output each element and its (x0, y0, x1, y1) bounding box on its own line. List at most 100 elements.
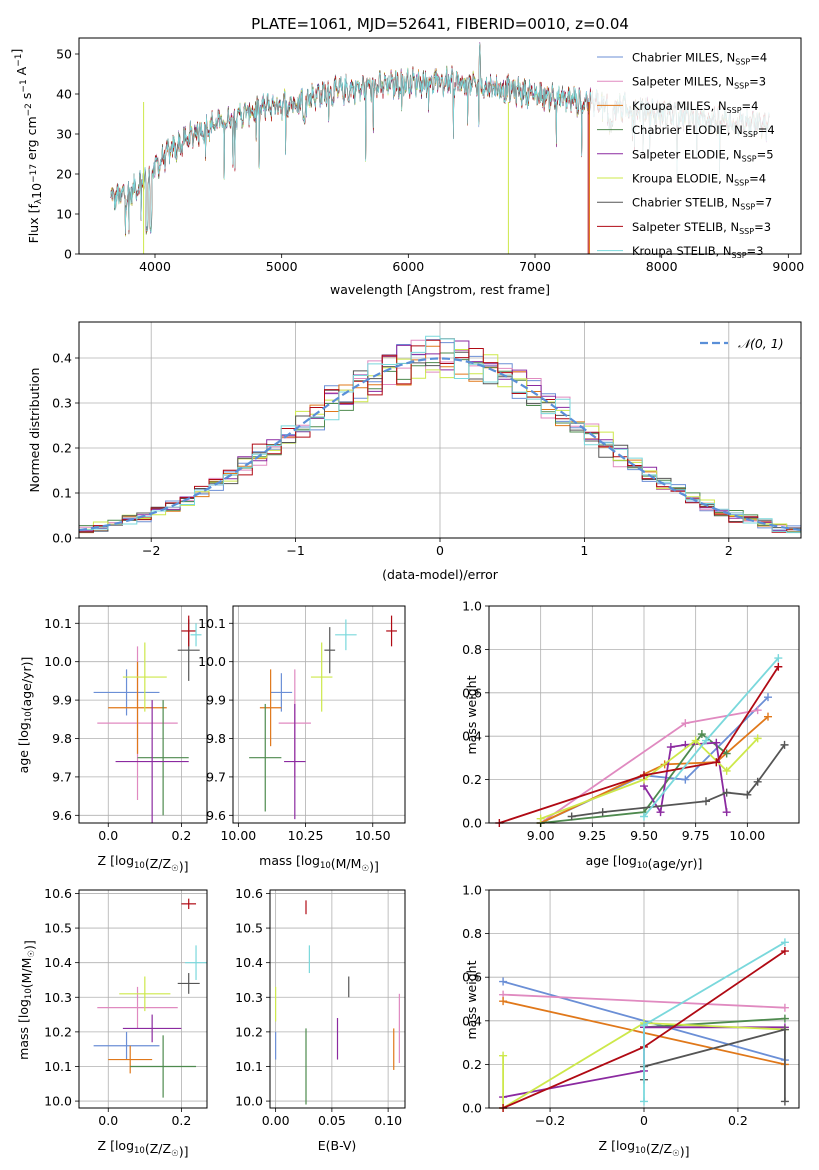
mass_vs_Z-plot-area (93, 898, 207, 1098)
mass_vs_Z-ytick-label: 10.0 (44, 1094, 72, 1109)
mass_vs_ebv-ytick-label: 10.4 (235, 955, 263, 970)
spectrum-xtick-label: 6000 (392, 259, 424, 274)
legend-label-rest: =4 (749, 172, 766, 186)
mass_vs_Z-xlabel-part: (Z/Z (145, 1141, 171, 1156)
age_vs_mass-point-kroupa_miles (259, 669, 282, 747)
massweight_vs_age-marker-salpeter_elodie (666, 743, 675, 752)
age_vs_mass-ytick-label: 10.1 (198, 616, 226, 631)
spectrum-plot-area (110, 42, 770, 254)
massweight_vs_Z-xlabel-part: Z [log (599, 1138, 635, 1153)
massweight_vs_age-marker-salpeter_elodie (722, 808, 731, 817)
legend-label-salpeter_miles: Salpeter MILES, NSSP=3 (632, 75, 766, 91)
massweight_vs_age-marker-chabrier_elodie (697, 730, 706, 739)
mass_vs_Z-point-salpeter_stelib (181, 898, 197, 910)
mass_vs_Z-ticks: 0.0 0.2 10.0 10.1 10.2 10.3 10.4 10.5 10.6 (44, 886, 191, 1128)
spectrum-ytick-label: 10 (56, 207, 72, 222)
massweight_vs_Z-plot-area (499, 938, 789, 1112)
mass_vs_ebv-xtick-label: 0.00 (262, 1113, 290, 1128)
mass_vs_Z-xlabel: Z [log10(Z/Z☉)] (98, 1138, 189, 1159)
spectrum-ylabel-part: 10 (29, 183, 44, 199)
massweight_vs_Z-xlabel-part: 10 (635, 1146, 646, 1156)
legend-label-rest: =3 (754, 220, 771, 234)
histogram-xtick-label: 0 (436, 543, 444, 558)
spectrum-ylabel-part: ] (9, 49, 24, 54)
age_vs_Z-ytick-label: 9.8 (52, 731, 72, 746)
massweight_vs_age-ytick-label: 0.8 (462, 642, 482, 657)
legend-label-main: Chabrier ELODIE, N (632, 123, 743, 137)
massweight_vs_Z-line-chabrier_elodie (643, 1017, 785, 1029)
age_vs_Z-point-chabrier_elodie (137, 700, 189, 816)
spectrum-chart: 4000 5000 6000 7000 8000 9000 0 10 20 30 40 50 PLATE… (9, 15, 804, 297)
massweight_vs_Z-frame (488, 889, 800, 1109)
age_vs_mass-xlabel-part: 10 (320, 861, 331, 871)
mass_vs_ebv-ytick-label: 10.6 (235, 886, 263, 901)
legend-label-main: Salpeter ELODIE, N (632, 147, 742, 161)
massweight_vs_age-line-chabrier_stelib (571, 744, 786, 818)
spectrum-legend-box (591, 42, 796, 248)
massweight_vs_age-marker-kroupa_stelib (702, 736, 710, 745)
age_vs_mass-ytick-label: 9.9 (206, 693, 226, 708)
massweight_vs_age-ytick-label: 0.2 (462, 772, 482, 787)
massweight_vs_Z-xtick-label: 0.2 (728, 1113, 748, 1128)
age_vs_mass-point-salpeter_stelib (386, 615, 397, 647)
mass_vs_Z-xlabel-part: ☉ (171, 1149, 179, 1159)
massweight_vs_age-xlabel-part: age [log (586, 853, 637, 868)
massweight_vs_age-marker-kroupa_stelib (640, 812, 648, 821)
legend-label-sub: SSP (740, 203, 755, 212)
massweight_vs_age-series-salpeter_stelib (495, 662, 783, 827)
age_vs_Z-ylabel: age [log10(age/yr)] (16, 657, 34, 774)
spectrum-ytick-label: 20 (56, 167, 72, 182)
massweight_vs_age-marker-chabrier_stelib (702, 797, 710, 806)
massweight_vs_age-series-kroupa_elodie (536, 734, 762, 823)
massweight_vs_Z-ytick-label: 0.2 (462, 1057, 482, 1072)
age_vs_Z-xtick-label: 0.2 (171, 828, 191, 843)
massweight_vs_age-marker-chabrier_stelib (567, 812, 576, 821)
spectrum-xtick-label: 5000 (266, 259, 298, 274)
mass_vs_ebv-xlabel: E(B-V) (318, 1138, 357, 1153)
mass_vs_Z-point-kroupa_stelib (185, 945, 207, 980)
legend-label-sub: SSP (735, 58, 750, 67)
mass_vs_Z-xlabel-part: )] (179, 1144, 189, 1159)
massweight_vs_age-xlabel-part: 10 (637, 861, 648, 871)
legend-label-sub: SSP (742, 154, 757, 163)
legend-label-kroupa_elodie: Kroupa ELODIE, NSSP=4 (632, 172, 766, 188)
massweight_vs_Z-marker-chabrier_stelib (780, 1025, 789, 1034)
age_vs_Z-chart: 0.0 0.29.69.79.89.910.010.1Z [log10(Z/Z☉)… (16, 605, 208, 874)
spectrum-xlabel: wavelength [Angstrom, rest frame] (330, 282, 550, 297)
spectrum-ylabel-part: −1 (19, 79, 29, 92)
legend-gaussian-label: 𝒩(0, 1) (738, 336, 784, 351)
spectrum-ylabel-part: A (14, 66, 29, 79)
age_vs_mass-xtick-label: 10.00 (220, 828, 256, 843)
age_vs_mass-xtick-label: 10.50 (355, 828, 391, 843)
spectrum-xtick-label: 7000 (519, 259, 551, 274)
massweight_vs_age-xlabel-part: (age/yr)] (648, 856, 703, 871)
massweight_vs_Z-marker-kroupa_stelib (640, 1021, 648, 1030)
age_vs_mass-chart: 10.00 10.25 10.50 9.6 9.7 9.8 9.9 10.0 10.1 mass … (198, 605, 406, 874)
age_vs_Z-xlabel-part: )] (179, 859, 189, 874)
age_vs_Z-ytick-label: 10.0 (44, 654, 72, 669)
massweight_vs_age-marker-chabrier_stelib (722, 788, 731, 797)
mass_vs_ebv-frame (269, 889, 406, 1109)
age_vs_mass-ytick-label: 9.6 (206, 808, 226, 823)
massweight_vs_age-xtick-label: 9.50 (630, 828, 658, 843)
age_vs_Z-point-chabrier_miles (93, 669, 160, 716)
age_vs_Z-xlabel-part: Z [log (98, 853, 134, 868)
age_vs_Z-xtick-label: 0.0 (98, 828, 118, 843)
mass_vs_Z-ytick-label: 10.1 (44, 1059, 72, 1074)
massweight_vs_Z-ylabel: mass weight (464, 960, 479, 1039)
mass_vs_Z-xtick-label: 0.0 (98, 1113, 118, 1128)
spectrum-xtick-label: 4000 (139, 259, 171, 274)
histogram-frame (78, 321, 802, 539)
histogram-xtick-label: −1 (286, 543, 304, 558)
age_vs_Z-plot-area (93, 615, 202, 823)
mass_vs_Z-point-kroupa_miles (108, 1045, 153, 1074)
legend-label-main: Salpeter STELIB, N (632, 220, 739, 234)
massweight_vs_age-marker-chabrier_stelib (598, 808, 607, 817)
spectrum-frame (78, 37, 802, 255)
massweight_vs_age-marker-kroupa_elodie (722, 766, 731, 775)
spectrum-ylabel: Flux [fλ10−17 erg cm−2 s−1 A−1] (9, 49, 44, 244)
age_vs_Z-ytick-label: 9.6 (52, 808, 72, 823)
legend-label-salpeter_stelib: Salpeter STELIB, NSSP=3 (632, 220, 771, 236)
massweight_vs_age-marker-kroupa_elodie (753, 734, 762, 743)
histogram-xtick-label: 1 (580, 543, 588, 558)
